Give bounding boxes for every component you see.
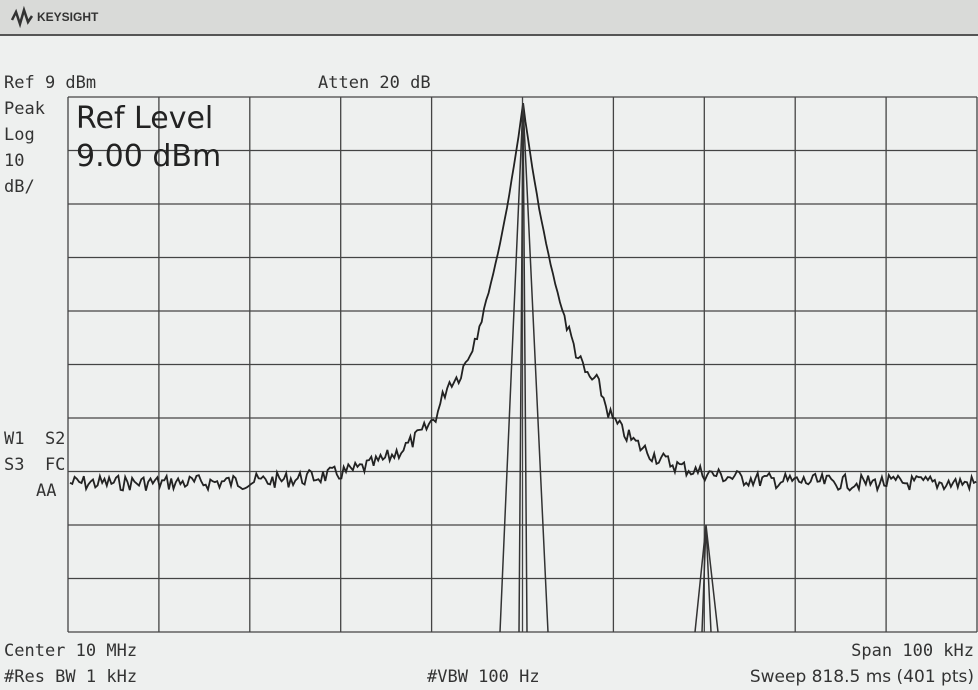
title-bar xyxy=(0,0,978,35)
brand: KEYSIGHT xyxy=(37,10,99,24)
ref-level-label: Ref 9 dBm xyxy=(4,73,96,93)
detector: Peak xyxy=(4,99,45,119)
atten-label: Atten 20 dB xyxy=(318,73,431,93)
scale-unit: dB/ xyxy=(4,177,35,197)
status: S3 FC xyxy=(4,455,65,475)
rbw: #Res BW 1 kHz xyxy=(4,667,137,687)
center-freq: Center 10 MHz xyxy=(4,641,137,661)
scale-div: 10 xyxy=(4,151,24,171)
screen xyxy=(0,36,978,690)
span: Span 100 kHz xyxy=(851,641,974,661)
status: W1 S2 xyxy=(4,429,65,449)
ref-level-title: Ref Level xyxy=(76,101,213,136)
signal-markers xyxy=(499,102,719,633)
sweep: Sweep 818.5 ms (401 pts) xyxy=(750,667,974,687)
ref-level-value: 9.00 dBm xyxy=(76,139,221,174)
status: AA xyxy=(36,481,56,501)
vbw: #VBW 100 Hz xyxy=(427,667,540,687)
logo-icon xyxy=(10,5,34,29)
scale-type: Log xyxy=(4,125,35,145)
